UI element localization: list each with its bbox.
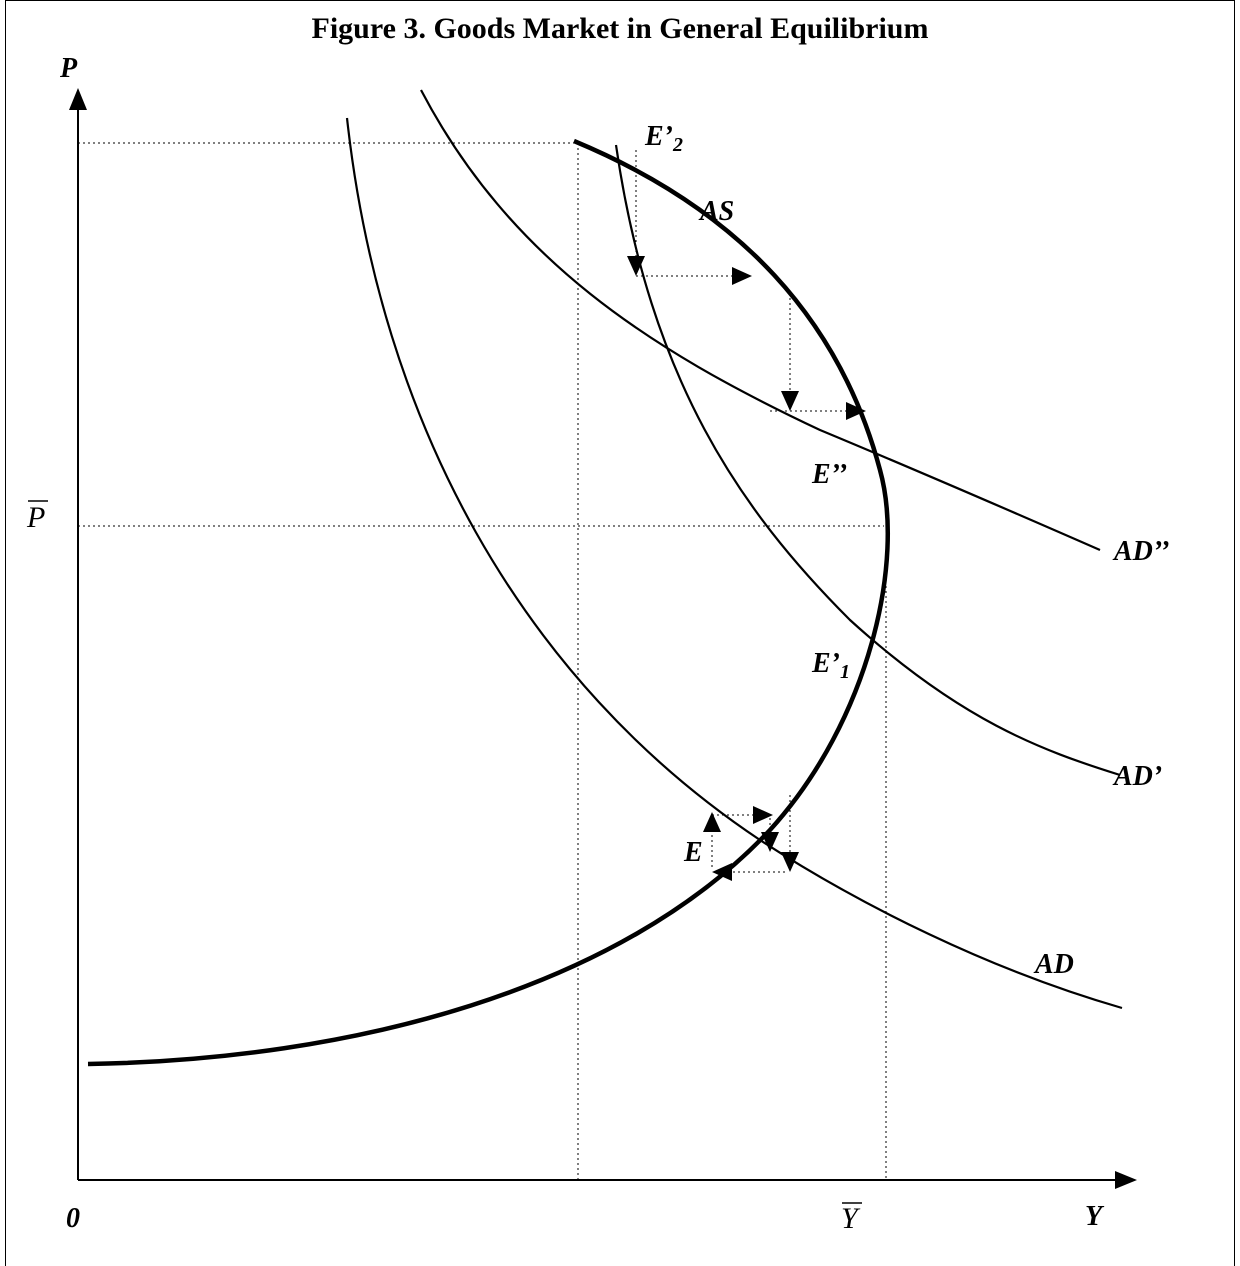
y-bar-label: Y <box>841 1202 861 1235</box>
ad-double-prime-curve <box>420 89 1101 552</box>
arrow-down-icon <box>781 852 799 872</box>
as-label: AS <box>698 196 734 227</box>
arrow-down-icon <box>761 832 779 852</box>
as-curve <box>87 138 890 1067</box>
arrow-down-icon <box>627 256 645 276</box>
ad-curve <box>345 117 1123 1010</box>
e1-point-label: E’1 <box>811 648 850 683</box>
ad-prime-curve <box>614 144 1121 777</box>
y-axis-label: Y <box>1085 1201 1105 1232</box>
figure-title: Figure 3. Goods Market in General Equili… <box>311 12 929 45</box>
e-double-prime-label: E’’ <box>811 459 847 490</box>
p-axis-label: P <box>59 53 78 84</box>
y-axis-arrow-icon <box>1115 1171 1137 1189</box>
figure-frame <box>5 0 1235 1266</box>
e-point-label: E <box>683 837 703 868</box>
origin-label: 0 <box>66 1203 80 1234</box>
arrow-right-icon <box>732 267 752 285</box>
e2-point-label: E’2 <box>644 121 683 156</box>
p-bar-label: P <box>26 501 45 534</box>
arrow-right-icon <box>846 402 866 420</box>
ad-label: AD <box>1033 949 1074 980</box>
ad-prime-label: AD’ <box>1112 761 1162 792</box>
arrow-down-icon <box>781 391 799 411</box>
arrow-up-icon <box>703 812 721 832</box>
arrow-left-icon <box>712 863 732 881</box>
arrow-right-icon <box>753 806 773 824</box>
p-axis-arrow-icon <box>69 88 87 110</box>
ad-double-prime-label: AD’’ <box>1112 536 1169 567</box>
